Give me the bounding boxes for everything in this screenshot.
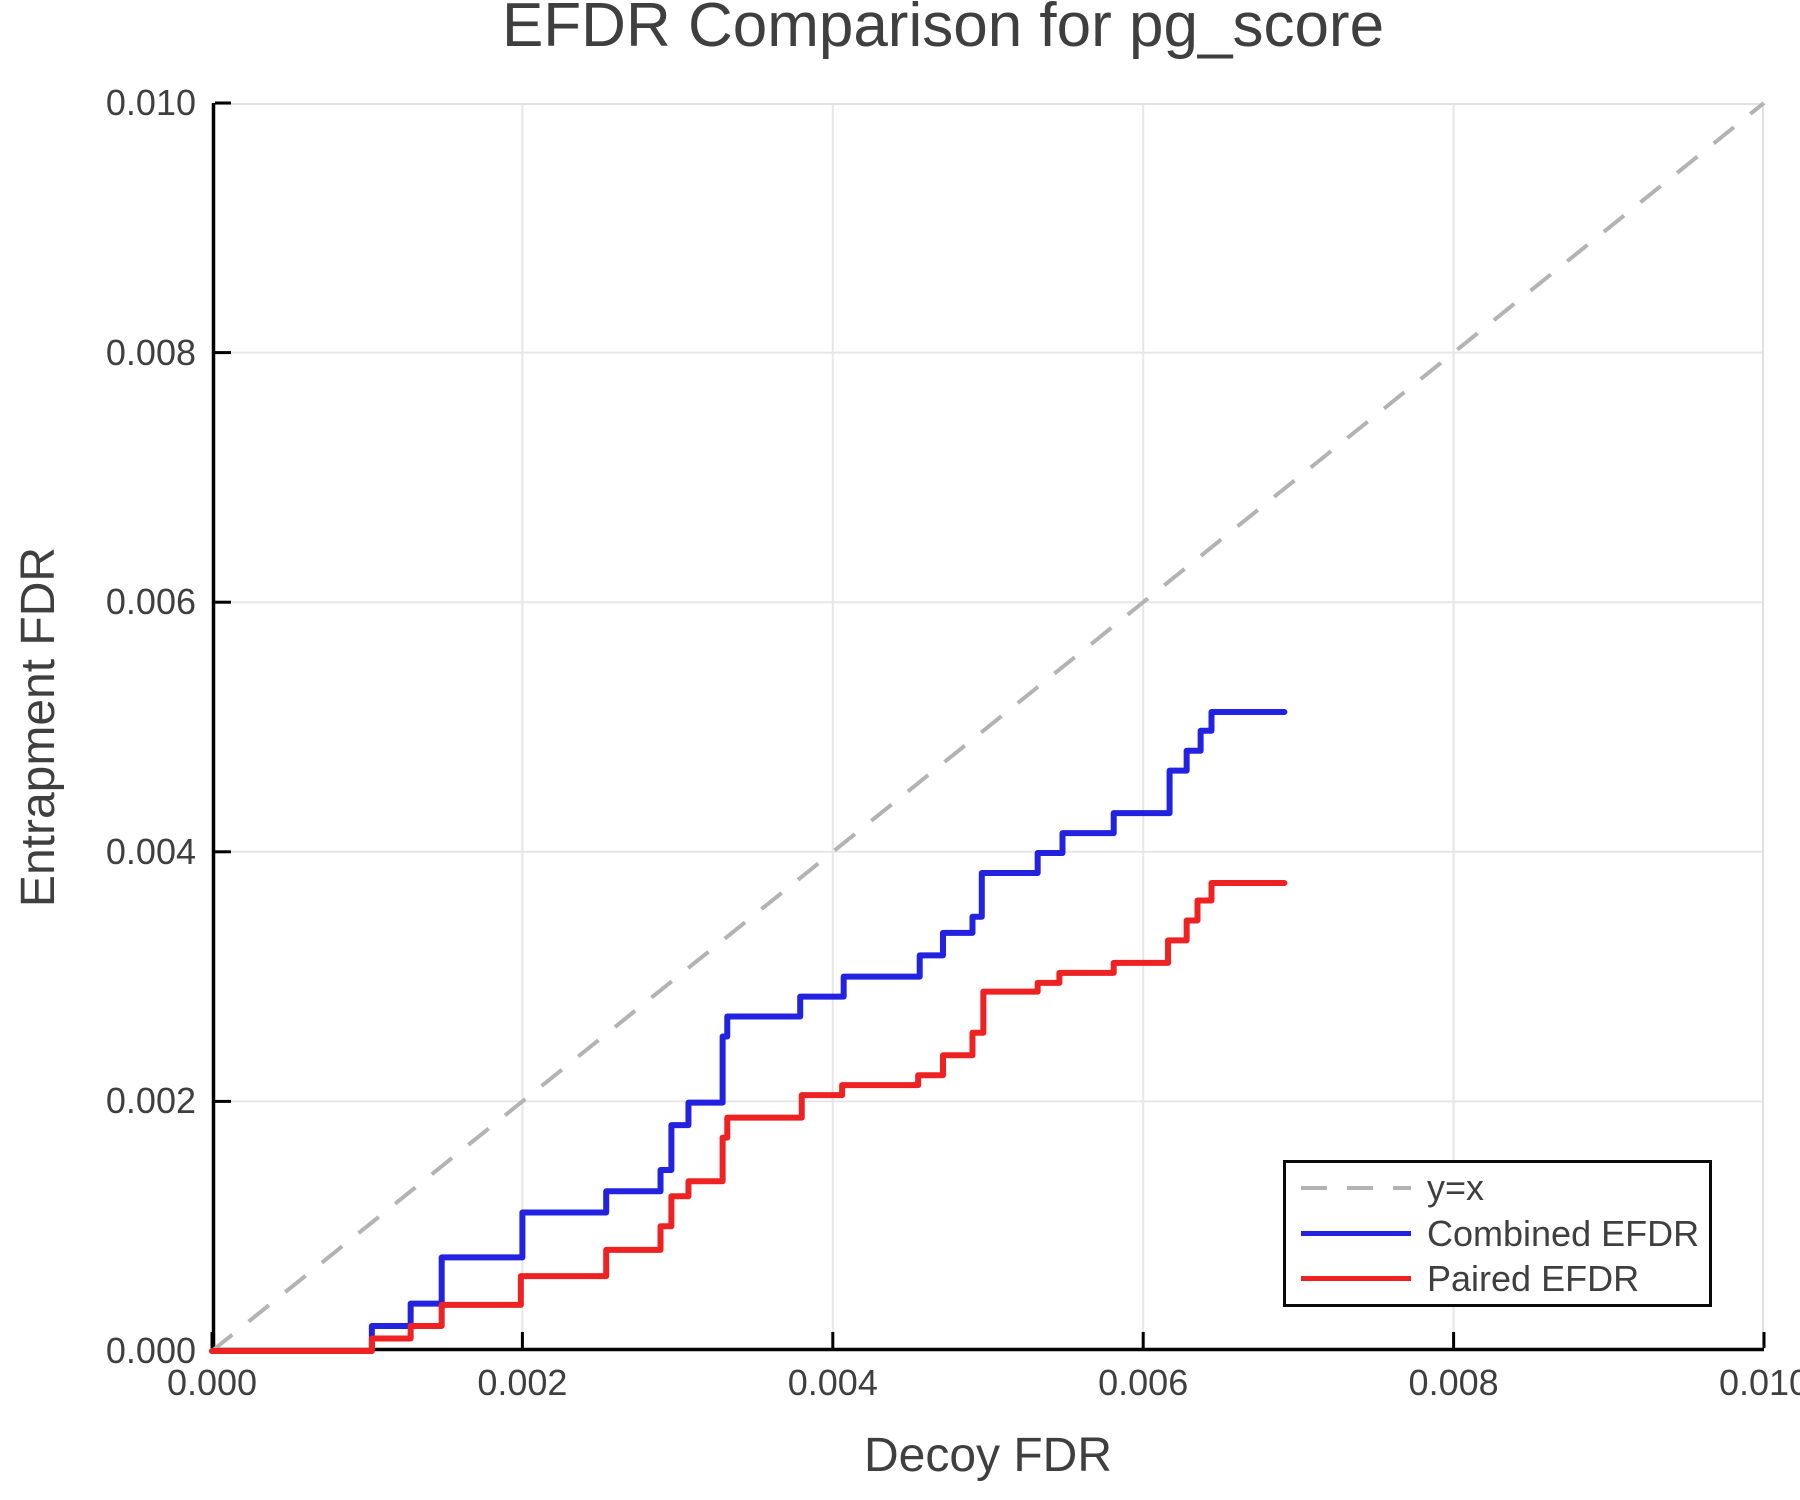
plot-area bbox=[209, 101, 1766, 1354]
y-axis-label: Entrapment FDR bbox=[12, 546, 65, 908]
y-tick-label: 0.010 bbox=[105, 82, 196, 123]
legend-label-combined: Combined EFDR bbox=[1427, 1212, 1700, 1254]
y-tick-label: 0.008 bbox=[105, 331, 196, 373]
y-tick-label: 0.004 bbox=[105, 830, 196, 872]
series-line-paired-efdr bbox=[209, 880, 1288, 1354]
identity-line bbox=[210, 101, 1766, 1353]
legend-row-yx: y=x bbox=[1301, 1168, 1709, 1208]
legend: y=x Combined EFDR Paired EFDR bbox=[1283, 1160, 1712, 1307]
blue-line-sample bbox=[1301, 1231, 1411, 1236]
chart-title: EFDR Comparison for pg_score bbox=[501, 0, 1385, 60]
legend-row-paired: Paired EFDR bbox=[1301, 1257, 1709, 1299]
x-tick-label: 0.004 bbox=[787, 1362, 878, 1403]
x-tick-label: 0.002 bbox=[477, 1362, 568, 1403]
x-tick-label: 0.006 bbox=[1098, 1362, 1189, 1403]
y-tick-label: 0.000 bbox=[105, 1330, 196, 1371]
x-tick-label: 0.010 bbox=[1718, 1362, 1800, 1403]
dashed-line-sample bbox=[1301, 1186, 1411, 1191]
legend-label-yx: y=x bbox=[1427, 1167, 1485, 1209]
legend-label-paired: Paired EFDR bbox=[1427, 1257, 1640, 1299]
y-tick-label: 0.002 bbox=[105, 1080, 196, 1122]
x-tick-label: 0.008 bbox=[1408, 1362, 1499, 1403]
x-axis-label: Decoy FDR bbox=[863, 1429, 1113, 1482]
series-line-combined-efdr bbox=[209, 709, 1288, 1354]
red-line-sample bbox=[1301, 1276, 1411, 1282]
legend-row-combined: Combined EFDR bbox=[1301, 1212, 1709, 1254]
x-tick-label: 0.000 bbox=[166, 1362, 258, 1403]
y-tick-label: 0.006 bbox=[105, 581, 196, 623]
